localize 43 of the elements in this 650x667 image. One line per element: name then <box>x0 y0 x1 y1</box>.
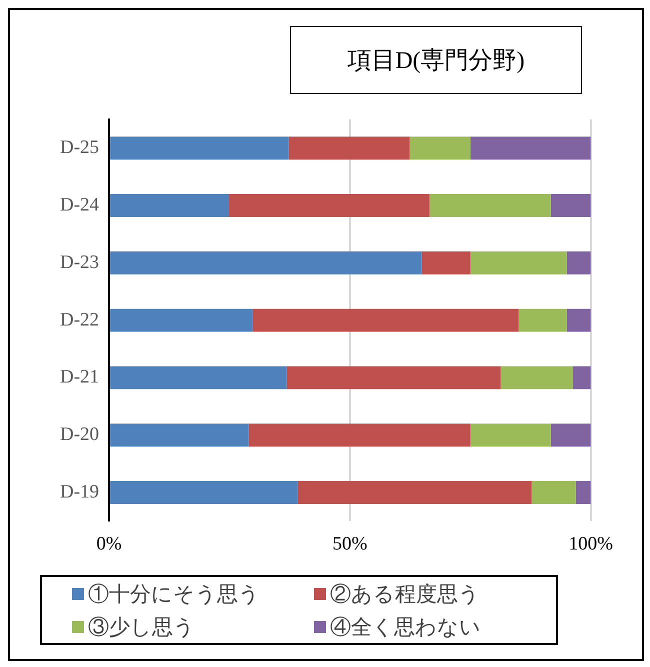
x-tick-label: 100% <box>568 534 614 555</box>
bar <box>229 194 430 217</box>
bar <box>298 481 532 504</box>
y-tick-label: D-21 <box>60 366 100 388</box>
y-tick-label: D-20 <box>60 424 100 446</box>
bar <box>288 136 410 160</box>
bar <box>470 424 551 447</box>
y-tick-label: D-25 <box>60 137 100 158</box>
y-tick-label: D-24 <box>60 194 100 216</box>
x-tick-label: 50% <box>332 534 368 555</box>
bar <box>576 481 591 504</box>
x-tick-label: 0% <box>96 534 122 555</box>
chart-title: 項目D(専門分野) <box>290 26 582 94</box>
bar <box>500 366 574 390</box>
bar <box>429 194 551 217</box>
legend-label: ②ある程度思う <box>330 580 480 608</box>
legend-label: ④全く思わない <box>330 614 481 640</box>
bar <box>248 424 470 447</box>
bar <box>286 366 501 390</box>
y-tick-label: D-23 <box>60 252 100 273</box>
bar <box>532 481 576 504</box>
bar <box>422 251 470 274</box>
bar <box>110 308 253 332</box>
y-tick-label: D-19 <box>60 481 100 502</box>
bar <box>470 251 567 274</box>
bar <box>470 136 591 160</box>
bar <box>518 308 567 332</box>
bar <box>110 136 289 160</box>
bar <box>550 424 591 447</box>
y-tick-label: D-22 <box>60 309 100 330</box>
bar <box>110 366 287 390</box>
bar <box>410 136 470 160</box>
bar <box>110 251 422 274</box>
bar <box>550 194 591 217</box>
bar <box>566 251 591 274</box>
bar <box>110 424 249 447</box>
bar <box>573 366 591 390</box>
bar <box>110 194 230 217</box>
legend-label: ③少し思う <box>88 614 195 640</box>
bar <box>566 308 591 332</box>
bar <box>110 481 298 504</box>
bar <box>252 308 519 332</box>
legend-label: ①十分にそう思う <box>88 580 260 608</box>
